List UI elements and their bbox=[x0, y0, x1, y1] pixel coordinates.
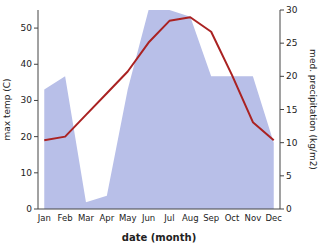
x-tick-label: Jul bbox=[163, 213, 174, 223]
y-axis-label: max temp (C) bbox=[2, 78, 12, 140]
y2-tick bbox=[280, 76, 284, 77]
y2-tick bbox=[280, 142, 284, 143]
x-tick-label: Dec bbox=[266, 213, 283, 223]
y-tick bbox=[34, 28, 38, 29]
x-tick-label: Apr bbox=[99, 213, 114, 223]
y2-tick bbox=[280, 109, 284, 110]
chart-svg: 0 10 20 30 40 50 0 5 10 15 20 25 30 Jan Feb Mar Apr May Ju… bbox=[0, 0, 318, 247]
y-tick bbox=[34, 100, 38, 101]
y2-tick-label: 25 bbox=[286, 38, 297, 48]
x-axis-line bbox=[38, 209, 280, 210]
y2-tick bbox=[280, 175, 284, 176]
y2-tick-label: 10 bbox=[286, 138, 298, 148]
x-tick-label: Mar bbox=[78, 213, 95, 223]
x-tick-label: Nov bbox=[245, 213, 262, 223]
precip-area bbox=[44, 10, 273, 209]
y-tick bbox=[34, 64, 38, 65]
x-axis-label: date (month) bbox=[122, 232, 196, 243]
x-tick-label: Aug bbox=[182, 213, 199, 223]
y-axis-line bbox=[38, 10, 39, 209]
y2-tick-label: 20 bbox=[286, 71, 298, 81]
y-tick bbox=[34, 136, 38, 137]
y-tick bbox=[34, 172, 38, 173]
y2-tick bbox=[280, 43, 284, 44]
x-tick-label: Jun bbox=[141, 213, 155, 223]
x-tick-label: Oct bbox=[225, 213, 240, 223]
y-tick bbox=[34, 209, 38, 210]
x-tick-label: Jan bbox=[37, 213, 51, 223]
x-tick-label: Feb bbox=[58, 213, 73, 223]
y-tick-label: 40 bbox=[21, 59, 33, 69]
chart-root: 0 10 20 30 40 50 0 5 10 15 20 25 30 Jan Feb Mar Apr May Ju… bbox=[0, 0, 318, 247]
x-tick-label: Sep bbox=[203, 213, 219, 223]
y-tick-label: 20 bbox=[21, 132, 33, 142]
y2-tick bbox=[280, 209, 284, 210]
y2-axis-label: med. precipitation (kg/m2) bbox=[308, 49, 318, 170]
y2-tick bbox=[280, 10, 284, 11]
y-tick-label: 50 bbox=[21, 23, 33, 33]
x-tick-label: May bbox=[119, 213, 137, 223]
y2-tick-label: 15 bbox=[286, 105, 297, 115]
y2-tick-label: 30 bbox=[286, 5, 298, 15]
y-tick-label: 10 bbox=[21, 168, 33, 178]
y2-tick-label: 0 bbox=[286, 204, 292, 214]
plot-area bbox=[44, 10, 273, 209]
y-tick-label: 30 bbox=[21, 95, 33, 105]
temp-line bbox=[44, 17, 273, 140]
y2-tick-label: 5 bbox=[286, 171, 292, 181]
y-tick-label: 0 bbox=[26, 204, 32, 214]
